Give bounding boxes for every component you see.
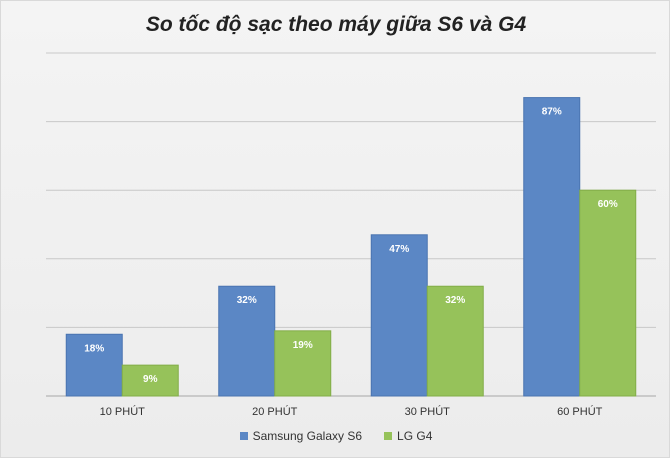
x-tick-label: 10 PHÚT	[100, 405, 146, 418]
data-label: 47%	[389, 244, 409, 255]
chart-title: So tốc độ sạc theo máy giữa S6 và G4	[145, 13, 527, 36]
data-label: 32%	[237, 295, 257, 306]
data-label: 19%	[293, 340, 313, 351]
legend-item-g4: LG G4	[384, 429, 432, 443]
bar-g4	[426, 285, 484, 397]
x-tick-label: 20 PHÚT	[252, 405, 298, 418]
data-label: 87%	[542, 107, 562, 118]
bar-g4	[579, 189, 637, 397]
data-label: 9%	[143, 374, 158, 385]
data-label: 18%	[84, 343, 104, 354]
data-label: 60%	[598, 199, 618, 210]
legend-swatch-g4	[384, 432, 393, 440]
bar-g4	[274, 330, 332, 397]
bar-s6	[523, 97, 581, 397]
bar-s6	[370, 234, 428, 397]
bar-s6	[218, 285, 276, 397]
x-tick-label: 30 PHÚT	[405, 405, 451, 418]
legend-label-g4: LG G4	[397, 429, 433, 443]
legend: Samsung Galaxy S6 LG G4	[1, 429, 670, 443]
data-label: 32%	[445, 295, 465, 306]
bar-g4	[121, 364, 179, 397]
x-tick-label: 60 PHÚT	[557, 405, 603, 418]
legend-item-s6: Samsung Galaxy S6	[239, 429, 363, 443]
legend-label-s6: Samsung Galaxy S6	[252, 429, 363, 443]
legend-swatch-s6	[239, 432, 248, 440]
